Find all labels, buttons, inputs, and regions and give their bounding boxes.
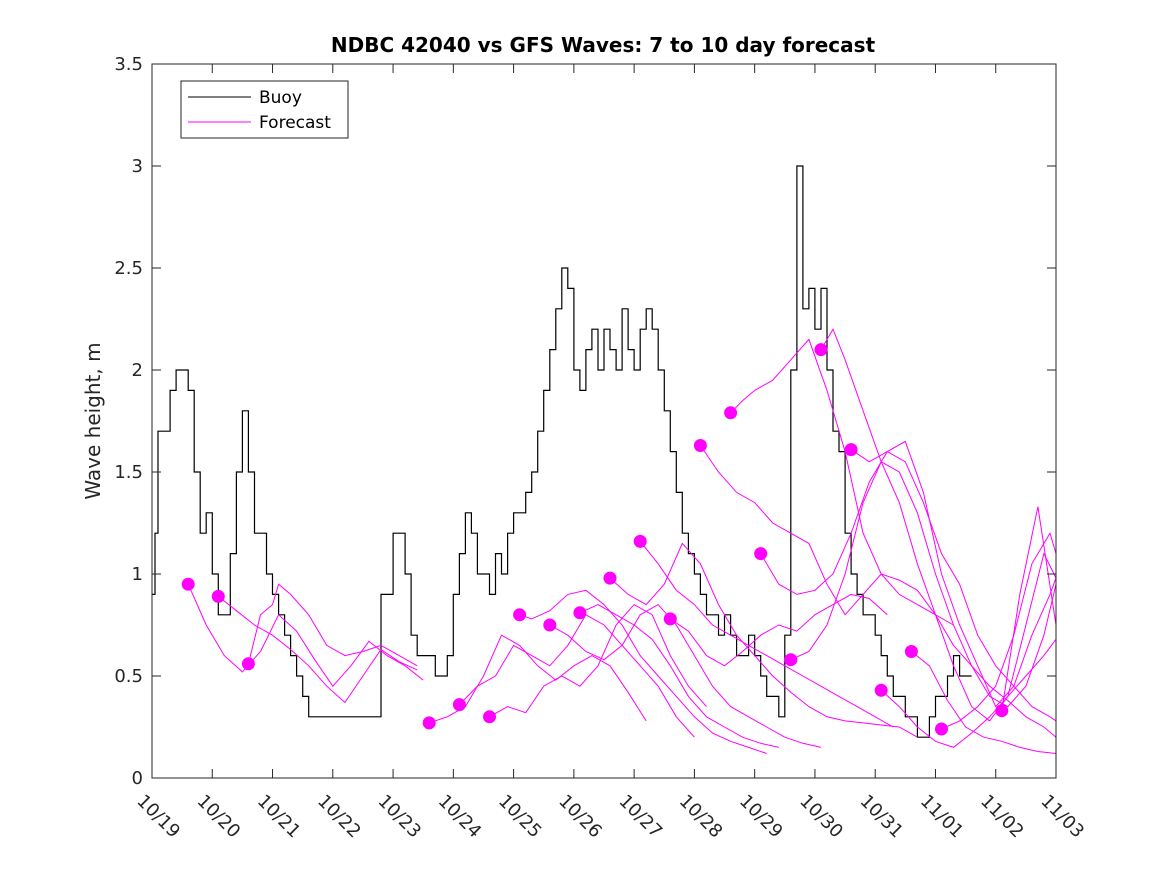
forecast-marker-19 [874, 683, 888, 697]
legend: Buoy Forecast [180, 80, 349, 139]
forecast-marker-12 [663, 612, 677, 626]
forecast-line-14 [730, 338, 954, 626]
forecast-marker-14 [724, 406, 738, 420]
forecast-marker-17 [814, 343, 828, 357]
legend-buoy-label: Buoy [259, 88, 302, 108]
axes-box [151, 63, 1057, 779]
y-tick-label: 1 [132, 564, 143, 585]
y-tick-label: 2 [132, 360, 143, 381]
y-axis-label: Wave height, m [81, 342, 105, 499]
forecast-line-3 [247, 583, 418, 667]
y-tick-label: 0 [132, 768, 143, 789]
forecast-line-11 [639, 541, 894, 728]
forecast-line-18 [850, 440, 1057, 708]
forecast-marker-6 [483, 710, 496, 724]
y-tick-label: 3 [132, 156, 143, 177]
legend-forecast-label: Forecast [259, 113, 331, 133]
forecast-marker-11 [633, 534, 647, 548]
forecast-line-10 [609, 542, 918, 738]
forecast-marker-20 [904, 645, 918, 658]
forecast-line-22 [1001, 506, 1057, 711]
forecast-marker-4 [422, 716, 436, 730]
forecast-line-21 [941, 531, 1057, 730]
forecast-marker-2 [211, 589, 225, 603]
forecast-marker-5 [452, 698, 466, 712]
forecast-line-16 [790, 461, 1057, 708]
chart-title: NDBC 42040 vs GFS Waves: 7 to 10 day for… [331, 33, 876, 57]
forecast-line-20 [911, 651, 1057, 754]
forecast-line-12 [670, 593, 888, 667]
forecast-marker-22 [995, 704, 1009, 718]
forecast-line-17 [820, 328, 1057, 722]
y-tick-label: 3.5 [114, 54, 143, 75]
forecast-marker-3 [241, 657, 255, 671]
forecast-marker-15 [754, 547, 768, 561]
forecast-marker-1 [181, 577, 195, 591]
forecast-line-2 [217, 596, 418, 704]
forecast-marker-18 [844, 443, 858, 457]
y-axis: 0 0.5 1 1.5 2 2.5 3 3.5 [114, 54, 1056, 789]
legend-box [180, 80, 349, 139]
forecast-marker-8 [543, 618, 557, 632]
forecast-line-6 [489, 603, 707, 718]
forecast-marker-7 [513, 608, 527, 622]
y-tick-label: 1.5 [114, 462, 143, 483]
forecast-marker-13 [693, 439, 707, 452]
plot-area [152, 165, 1057, 754]
forecast-line-1 [187, 583, 424, 688]
y-tick-label: 2.5 [114, 258, 143, 279]
forecast-line-15 [760, 450, 1057, 722]
forecast-marker-16 [784, 653, 798, 667]
forecast-line-9 [579, 604, 779, 748]
forecast-marker-9 [573, 606, 587, 620]
forecast-line-5 [459, 614, 695, 738]
forecast-marker-10 [603, 571, 617, 585]
forecast-line-8 [549, 603, 822, 748]
forecast-line-19 [880, 639, 1057, 748]
forecast-line-7 [519, 589, 767, 754]
forecast-marker-21 [935, 722, 948, 736]
y-tick-label: 0.5 [114, 666, 143, 687]
